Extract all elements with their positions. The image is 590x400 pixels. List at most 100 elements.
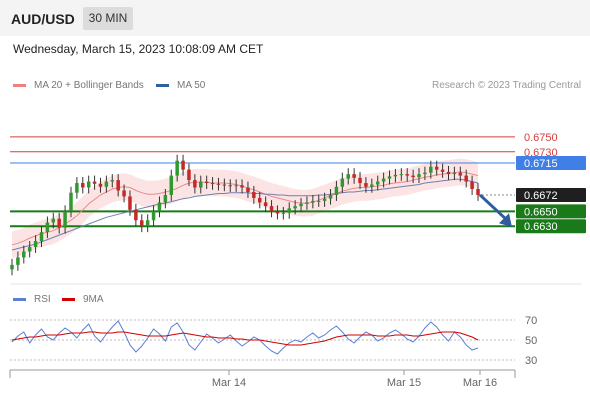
candle-body bbox=[429, 166, 433, 173]
candle bbox=[334, 180, 339, 201]
ma20-line bbox=[11, 171, 479, 246]
candle bbox=[81, 177, 85, 194]
candle bbox=[411, 169, 415, 184]
candle bbox=[364, 177, 368, 193]
x-tick-label: Mar 14 bbox=[212, 377, 246, 389]
candle bbox=[116, 174, 120, 197]
candle bbox=[110, 174, 115, 188]
candle-body bbox=[16, 257, 20, 265]
candle-body bbox=[458, 172, 463, 176]
candle bbox=[434, 160, 439, 176]
candle-body bbox=[116, 180, 120, 191]
candle bbox=[45, 216, 50, 239]
candle bbox=[399, 168, 404, 181]
x-tick-label: Mar 16 bbox=[463, 377, 497, 389]
candle bbox=[210, 177, 215, 190]
candle bbox=[440, 163, 445, 178]
candle bbox=[69, 186, 73, 218]
rsi-9ma-line bbox=[11, 331, 479, 346]
candle-body bbox=[81, 183, 85, 188]
candle-body bbox=[75, 183, 79, 193]
candle-body bbox=[405, 174, 409, 176]
candle-body bbox=[440, 169, 445, 172]
candle-body bbox=[452, 172, 457, 175]
candle bbox=[10, 258, 14, 276]
candle-body bbox=[381, 178, 386, 182]
candle-body bbox=[411, 175, 415, 178]
rsi-line bbox=[11, 320, 479, 355]
level-tag-2 bbox=[516, 155, 586, 170]
candle-body bbox=[134, 209, 138, 221]
candle bbox=[151, 205, 156, 227]
candle-body bbox=[364, 183, 368, 187]
candle-body bbox=[299, 203, 303, 207]
candle bbox=[75, 177, 79, 199]
candle bbox=[128, 190, 132, 216]
candle-body bbox=[464, 175, 468, 182]
candle bbox=[234, 179, 238, 192]
candle-body bbox=[352, 174, 356, 178]
timeframe-button[interactable]: 30 MIN bbox=[83, 7, 133, 30]
rsi-swatch-icon bbox=[13, 298, 26, 301]
candle-body bbox=[417, 174, 421, 178]
ma20-swatch-icon bbox=[13, 84, 26, 87]
candle-body bbox=[311, 200, 315, 203]
candle-body bbox=[434, 166, 439, 170]
candle-body bbox=[476, 189, 480, 195]
candle-body bbox=[145, 220, 150, 227]
candle bbox=[375, 175, 380, 191]
candle bbox=[328, 189, 333, 205]
candle bbox=[417, 168, 421, 184]
legend-rsi: RSI bbox=[13, 294, 51, 305]
candle-body bbox=[399, 174, 404, 176]
candle-body bbox=[222, 184, 227, 186]
candle-body bbox=[199, 181, 203, 188]
candle-body bbox=[393, 174, 398, 177]
candle bbox=[322, 192, 327, 207]
legend-9ma-label: 9MA bbox=[83, 294, 104, 305]
timestamp: Wednesday, March 15, 2023 10:08:09 AM CE… bbox=[13, 42, 264, 56]
candle-body bbox=[234, 185, 238, 187]
forecast-arrow-shaft bbox=[478, 193, 508, 221]
candle-body bbox=[169, 175, 174, 195]
legend-ma20-label: MA 20 + Bollinger Bands bbox=[34, 80, 144, 91]
candle bbox=[252, 186, 256, 204]
candle-body bbox=[293, 206, 297, 209]
candle bbox=[199, 175, 203, 194]
candle bbox=[33, 235, 38, 253]
candle-body bbox=[358, 177, 362, 184]
candle-body bbox=[163, 194, 168, 203]
candle bbox=[16, 251, 20, 271]
legend-rsi-label: RSI bbox=[34, 294, 51, 305]
candle bbox=[429, 160, 433, 179]
candle bbox=[316, 194, 321, 207]
candle-body bbox=[287, 208, 291, 213]
candle bbox=[476, 183, 480, 201]
candle bbox=[86, 175, 91, 194]
candle-body bbox=[86, 181, 91, 188]
candle-body bbox=[334, 186, 339, 195]
candle-body bbox=[305, 202, 309, 204]
candle-body bbox=[257, 197, 262, 203]
candle bbox=[122, 184, 126, 203]
x-tick-label: Mar 15 bbox=[387, 377, 421, 389]
forecast-arrow-head-icon bbox=[499, 213, 512, 228]
candle bbox=[346, 168, 350, 185]
candle-body bbox=[275, 211, 280, 214]
rsi-tick-label: 70 bbox=[525, 315, 537, 327]
candle bbox=[204, 175, 209, 189]
candle bbox=[275, 205, 280, 220]
candle-body bbox=[10, 264, 14, 270]
candle bbox=[393, 168, 398, 183]
candle bbox=[181, 154, 185, 176]
candle-body bbox=[193, 180, 197, 188]
rsi-tick-label: 30 bbox=[525, 355, 537, 367]
rsi-tick-label: 50 bbox=[525, 335, 537, 347]
candle bbox=[281, 206, 286, 220]
candle-body bbox=[228, 185, 233, 187]
candle bbox=[381, 172, 386, 188]
candle-body bbox=[470, 181, 474, 189]
ma9-swatch-icon bbox=[62, 298, 75, 301]
candle bbox=[423, 166, 427, 181]
